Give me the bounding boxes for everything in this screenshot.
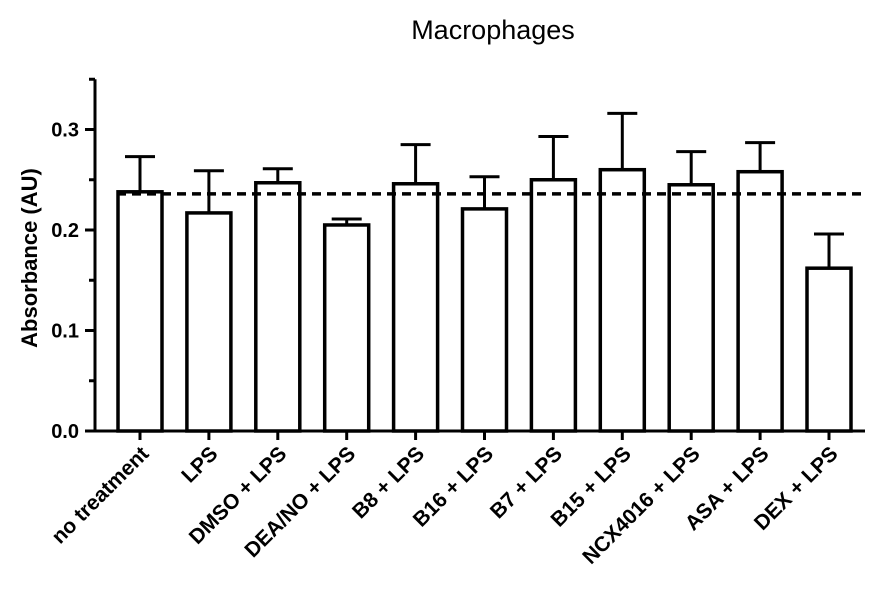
bar — [185, 211, 233, 433]
bar — [254, 181, 302, 433]
bar — [116, 190, 164, 433]
bar — [391, 182, 440, 433]
bar — [322, 223, 371, 433]
x-tick-label: LPS — [177, 442, 222, 487]
bar — [529, 178, 578, 433]
x-tick-label: no treatment — [47, 442, 153, 548]
y-tick-label: 0.1 — [51, 321, 79, 343]
bar — [598, 167, 647, 433]
y-tick-label: 0.3 — [51, 120, 79, 142]
bar — [460, 207, 509, 433]
chart-title: Macrophages — [411, 15, 575, 45]
bar — [736, 169, 784, 433]
y-axis-label: Absorbance (AU) — [17, 168, 42, 348]
bar — [667, 183, 715, 433]
y-tick-label: 0.2 — [51, 220, 79, 242]
bar — [805, 266, 853, 433]
y-tick-label: 0.0 — [51, 421, 79, 443]
x-tick-label: NCX4016 + LPS — [578, 442, 704, 568]
